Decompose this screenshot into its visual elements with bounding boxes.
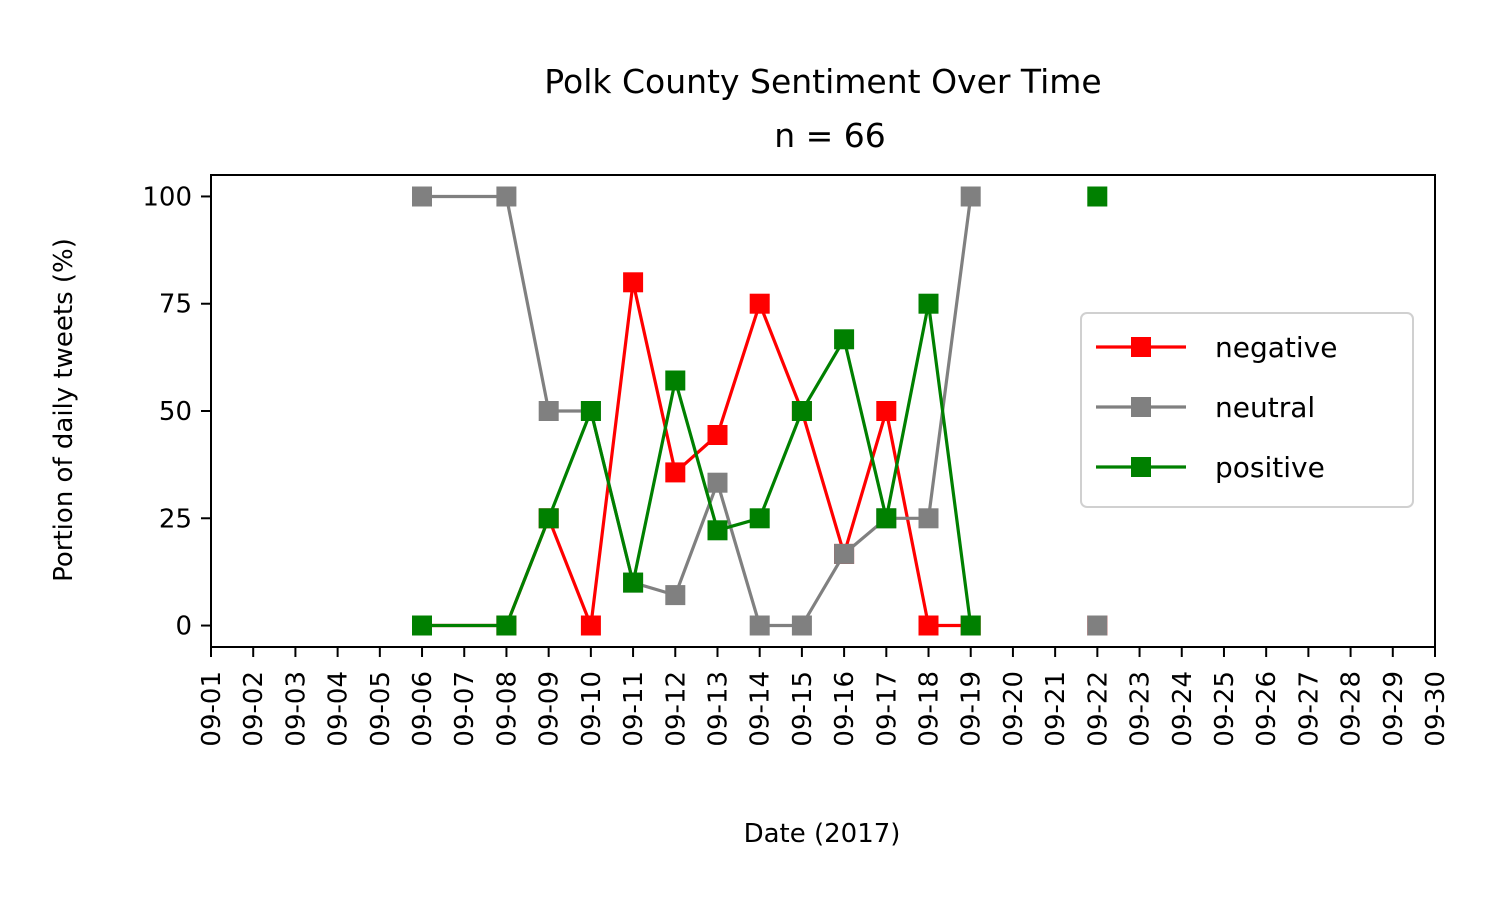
data-point-neutral-09-08 [496,186,517,207]
data-point-neutral-09-15 [791,615,812,636]
data-point-negative-09-18 [918,615,939,636]
x-tick-label: 09-16 [830,671,860,747]
data-point-neutral-09-19 [960,186,981,207]
data-point-negative-09-13 [707,425,728,445]
legend-marker-neutral [1131,397,1151,417]
x-tick-label: 09-28 [1337,671,1367,747]
data-point-neutral-09-22 [1087,615,1108,636]
data-point-neutral-09-12 [665,585,686,606]
legend-marker-negative [1131,337,1151,357]
x-tick-label: 09-06 [408,671,438,747]
x-tick-label: 09-18 [915,671,945,747]
y-tick-label: 25 [159,504,192,534]
x-tick-label: 09-19 [957,671,987,747]
x-tick-label: 09-07 [450,671,480,747]
data-point-neutral-09-18 [918,508,939,529]
x-tick-label: 09-01 [197,671,227,747]
data-point-positive-09-15 [791,401,812,421]
x-tick-label: 09-23 [1126,671,1156,747]
legend-box [1080,312,1414,508]
x-tick-label: 09-24 [1168,671,1198,747]
y-tick-label: 100 [142,182,192,212]
data-point-positive-09-06 [412,615,432,636]
x-tick-label: 09-26 [1252,671,1282,747]
y-tick-label: 50 [159,397,192,427]
data-point-neutral-09-13 [707,472,728,493]
x-tick-label: 09-21 [1041,671,1071,747]
data-point-positive-09-19 [960,615,981,636]
data-point-positive-09-13 [707,520,728,541]
x-tick-label: 09-05 [366,671,396,747]
data-point-negative-09-10 [580,615,601,636]
data-point-neutral-09-14 [749,615,770,636]
data-point-negative-09-14 [749,293,770,314]
data-point-positive-09-22 [1087,186,1108,207]
x-tick-label: 09-29 [1379,671,1409,747]
x-axis: 09-01 09-02 09-03 09-04 09-05 09-06 09-07 09-08… [197,647,1451,747]
x-tick-label: 09-30 [1421,671,1451,747]
series-layer [412,186,1108,636]
x-tick-label: 09-15 [788,671,818,747]
data-point-positive-09-16 [834,329,855,350]
x-axis-label: Date (2017) [744,819,901,849]
x-tick-label: 09-04 [324,671,354,747]
data-point-neutral-09-16 [834,543,855,564]
data-point-negative-09-17 [876,401,897,421]
data-point-negative-09-12 [665,462,686,483]
x-tick-label: 09-12 [661,671,691,747]
data-point-positive-09-09 [538,508,559,529]
data-point-positive-09-08 [496,615,517,636]
legend-marker-positive [1131,457,1151,477]
y-tick-label: 0 [175,612,192,642]
data-point-positive-09-12 [665,370,686,391]
x-tick-label: 09-10 [577,671,607,747]
x-tick-label: 09-27 [1294,671,1324,747]
x-tick-label: 09-08 [492,671,522,747]
legend-label-positive: positive [1215,451,1325,484]
y-axis-label: Portion of daily tweets (%) [49,238,79,582]
legend-label-neutral: neutral [1215,391,1315,424]
chart-title: Polk County Sentiment Over Time [544,62,1101,101]
y-tick-label: 75 [159,290,192,320]
data-point-positive-09-18 [918,293,939,314]
legend: negative neutral positive [1080,312,1414,508]
chart-subtitle: n = 66 [774,116,886,155]
x-tick-label: 09-03 [281,671,311,747]
data-point-positive-09-11 [623,572,644,593]
x-tick-label: 09-13 [704,671,734,747]
data-point-positive-09-14 [749,508,770,529]
y-axis: 0 25 50 75 100 [142,182,211,642]
data-point-positive-09-10 [580,401,601,421]
data-point-positive-09-17 [876,508,897,529]
data-point-negative-09-11 [623,272,644,293]
legend-label-negative: negative [1215,331,1337,364]
x-tick-label: 09-22 [1083,671,1113,747]
data-point-neutral-09-06 [412,186,432,207]
x-tick-label: 09-02 [239,671,269,747]
data-point-neutral-09-09 [538,401,559,421]
series-positive [412,186,1108,636]
x-tick-label: 09-20 [999,671,1029,747]
x-tick-label: 09-09 [535,671,565,747]
x-tick-label: 09-17 [872,671,902,747]
x-tick-label: 09-14 [746,671,776,747]
series-neutral [412,186,1108,636]
x-tick-label: 09-11 [619,671,649,747]
x-tick-label: 09-25 [1210,671,1240,747]
